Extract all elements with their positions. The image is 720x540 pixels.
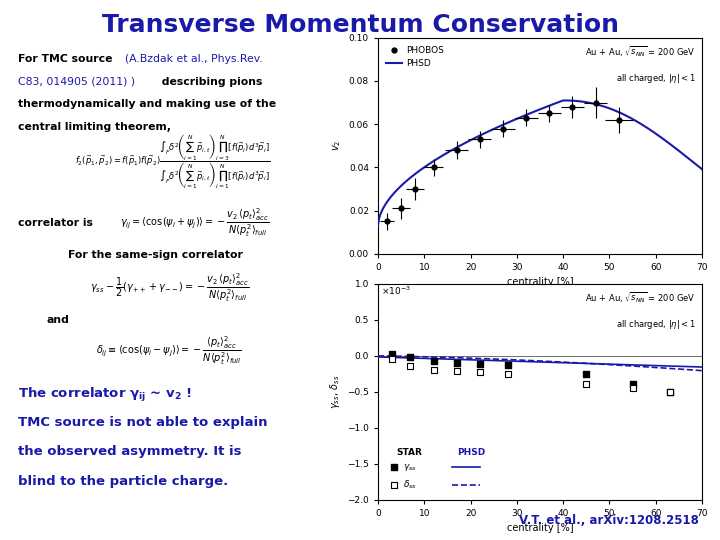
Text: thermodynamically and making use of the: thermodynamically and making use of the <box>18 99 276 110</box>
Text: central limiting theorem,: central limiting theorem, <box>18 122 171 132</box>
Point <box>502 369 513 378</box>
Point <box>664 387 675 396</box>
Text: $\delta_{ss}$: $\delta_{ss}$ <box>403 479 418 491</box>
Text: The correlator $\mathbf{\gamma_{ij}}$ ~ $\mathbf{v_2}$ !: The correlator $\mathbf{\gamma_{ij}}$ ~ … <box>18 386 192 404</box>
Legend: PHOBOS, PHSD: PHOBOS, PHSD <box>382 42 447 72</box>
Text: all charged, $|\eta| < 1$: all charged, $|\eta| < 1$ <box>616 72 696 85</box>
Text: all charged, $|\eta| < 1$: all charged, $|\eta| < 1$ <box>616 318 696 331</box>
Y-axis label: $v_2$: $v_2$ <box>331 140 343 151</box>
Point <box>386 350 397 359</box>
Point <box>428 366 439 374</box>
Text: describing pions: describing pions <box>158 77 263 87</box>
Text: $\times10^{-3}$: $\times10^{-3}$ <box>382 285 411 297</box>
Point <box>451 359 462 367</box>
Point <box>627 383 639 392</box>
Point <box>502 361 513 369</box>
Text: $\delta_{ij} \equiv \langle\cos(\psi_i - \psi_j)\rangle = -\dfrac{\langle p_t\ra: $\delta_{ij} \equiv \langle\cos(\psi_i -… <box>96 335 242 367</box>
Text: TMC source is not able to explain: TMC source is not able to explain <box>18 416 268 429</box>
Text: For the same-sign correlator: For the same-sign correlator <box>68 251 243 260</box>
Text: Au + Au, $\sqrt{s_{NN}}$ = 200 GeV: Au + Au, $\sqrt{s_{NN}}$ = 200 GeV <box>585 290 696 303</box>
Y-axis label: $\gamma_{ss},\,\delta_{ss}$: $\gamma_{ss},\,\delta_{ss}$ <box>328 374 341 409</box>
Text: Transverse Momentum Conservation: Transverse Momentum Conservation <box>102 14 618 37</box>
Text: C83, 014905 (2011) ): C83, 014905 (2011) ) <box>18 77 135 87</box>
Text: Au + Au, $\sqrt{s_{NN}}$ = 200 GeV: Au + Au, $\sqrt{s_{NN}}$ = 200 GeV <box>585 44 696 58</box>
Point <box>389 481 400 489</box>
Text: correlator is: correlator is <box>18 218 93 228</box>
Point <box>474 368 485 376</box>
Point <box>451 367 462 376</box>
Text: (A.Bzdak et al., Phys.Rev.: (A.Bzdak et al., Phys.Rev. <box>125 54 262 64</box>
Text: For TMC source: For TMC source <box>18 54 116 64</box>
X-axis label: centrality [%]: centrality [%] <box>507 523 573 533</box>
Point <box>627 380 639 389</box>
Point <box>664 387 675 396</box>
Point <box>389 463 400 471</box>
Point <box>580 369 592 378</box>
Point <box>474 360 485 368</box>
Text: $\gamma_{ij} = \langle\cos(\psi_i + \psi_j)\rangle = -\dfrac{v_2\,\langle p_t\ra: $\gamma_{ij} = \langle\cos(\psi_i + \psi… <box>120 207 269 239</box>
Point <box>405 353 416 361</box>
Text: V.T. et al., arXiv:1208.2518: V.T. et al., arXiv:1208.2518 <box>518 514 698 526</box>
Text: STAR: STAR <box>397 448 423 457</box>
Point <box>405 362 416 370</box>
Point <box>580 380 592 389</box>
Point <box>386 355 397 363</box>
X-axis label: centrality [%]: centrality [%] <box>507 278 573 287</box>
Text: $\gamma_{ss} - \dfrac{1}{2}(\gamma_{++}+\gamma_{--}) = -\dfrac{v_2\,\langle p_t\: $\gamma_{ss} - \dfrac{1}{2}(\gamma_{++}+… <box>89 271 249 303</box>
Text: blind to the particle charge.: blind to the particle charge. <box>18 475 228 488</box>
Text: $\gamma_{ss}$: $\gamma_{ss}$ <box>403 462 418 472</box>
Text: $f_2(\vec{p}_1,\vec{p}_2) = f(\vec{p}_1)f(\vec{p}_2)\dfrac{\int_F \delta^2\!\lef: $f_2(\vec{p}_1,\vec{p}_2) = f(\vec{p}_1)… <box>75 133 271 191</box>
Text: PHSD: PHSD <box>456 448 485 457</box>
Text: and: and <box>47 315 70 325</box>
Text: the observed asymmetry. It is: the observed asymmetry. It is <box>18 446 241 458</box>
Point <box>428 357 439 366</box>
